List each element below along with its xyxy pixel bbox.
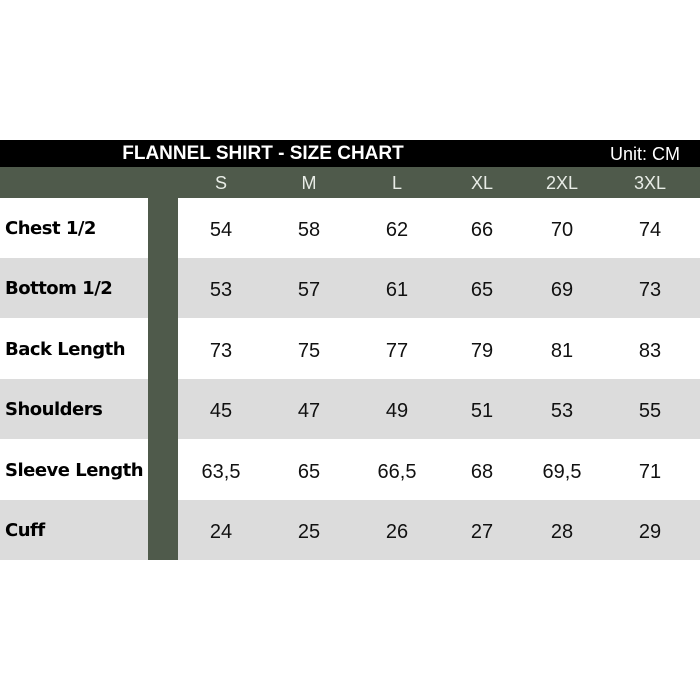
chart-title: FLANNEL SHIRT - SIZE CHART: [122, 143, 404, 164]
cell-value: 70: [550, 219, 574, 241]
cell-value: 61: [385, 279, 409, 302]
cell-value: 74: [638, 219, 662, 241]
cell-value: 71: [638, 460, 662, 483]
cell-value: 69: [550, 279, 574, 302]
size-header-3xl: 3XL: [633, 173, 667, 193]
cell-value: 79: [470, 339, 494, 362]
cell-value: 81: [550, 339, 574, 362]
size-header-row: S M L XL 2XL 3XL: [0, 167, 700, 198]
cell-value: 65: [470, 279, 494, 302]
cell-value: 53: [550, 400, 574, 423]
cell-value: 27: [470, 521, 494, 543]
divider-column: [148, 198, 178, 560]
cell-value: 57: [297, 279, 321, 302]
table-row: Shoulders 45 47 49 51 53 55: [0, 379, 700, 440]
table-row: Back Length 73 75 77 79 81 83: [0, 319, 700, 379]
cell-value: 55: [638, 400, 662, 423]
size-header-m: M: [301, 173, 317, 193]
cell-value: 66,5: [377, 460, 417, 483]
cell-value: 73: [638, 279, 662, 302]
row-label: Cuff: [5, 520, 45, 541]
cell-value: 54: [209, 219, 233, 241]
row-label: Sleeve Length: [5, 459, 144, 481]
table-row: Chest 1/2 54 58 62 66 70 74: [0, 198, 700, 258]
cell-value: 65: [297, 460, 321, 483]
cell-value: 68: [470, 460, 494, 483]
table-row: Cuff 24 25 26 27 28 29: [0, 500, 700, 560]
cell-value: 73: [209, 339, 233, 362]
table-row: Bottom 1/2 53 57 61 65 69 73: [0, 258, 700, 319]
cell-value: 53: [209, 279, 233, 302]
unit-label: Unit: CM: [609, 144, 680, 164]
cell-value: 49: [385, 400, 409, 423]
cell-value: 77: [385, 339, 409, 362]
size-header-l: L: [391, 173, 403, 193]
cell-value: 58: [297, 219, 321, 241]
cell-value: 28: [550, 521, 574, 543]
cell-value: 75: [297, 339, 321, 362]
cell-value: 24: [209, 521, 233, 543]
size-header-xl: XL: [470, 173, 494, 193]
cell-value: 69,5: [542, 460, 582, 483]
row-label: Shoulders: [5, 399, 103, 421]
row-label: Bottom 1/2: [5, 278, 113, 300]
size-header-s: S: [214, 173, 228, 193]
cell-value: 62: [385, 219, 409, 241]
cell-value: 63,5: [201, 460, 241, 483]
row-label: Back Length: [5, 338, 126, 360]
cell-value: 45: [209, 400, 233, 423]
cell-value: 25: [297, 521, 321, 543]
title-bar: FLANNEL SHIRT - SIZE CHART Unit: CM: [0, 140, 700, 167]
cell-value: 83: [638, 339, 662, 362]
cell-value: 26: [385, 521, 409, 543]
cell-value: 51: [470, 400, 494, 423]
table-row: Sleeve Length 63,5 65 66,5 68 69,5 71: [0, 440, 700, 500]
cell-value: 47: [297, 400, 321, 423]
size-header-2xl: 2XL: [545, 173, 579, 193]
cell-value: 66: [470, 219, 494, 241]
row-label: Chest 1/2: [5, 218, 96, 239]
cell-value: 29: [638, 521, 662, 543]
